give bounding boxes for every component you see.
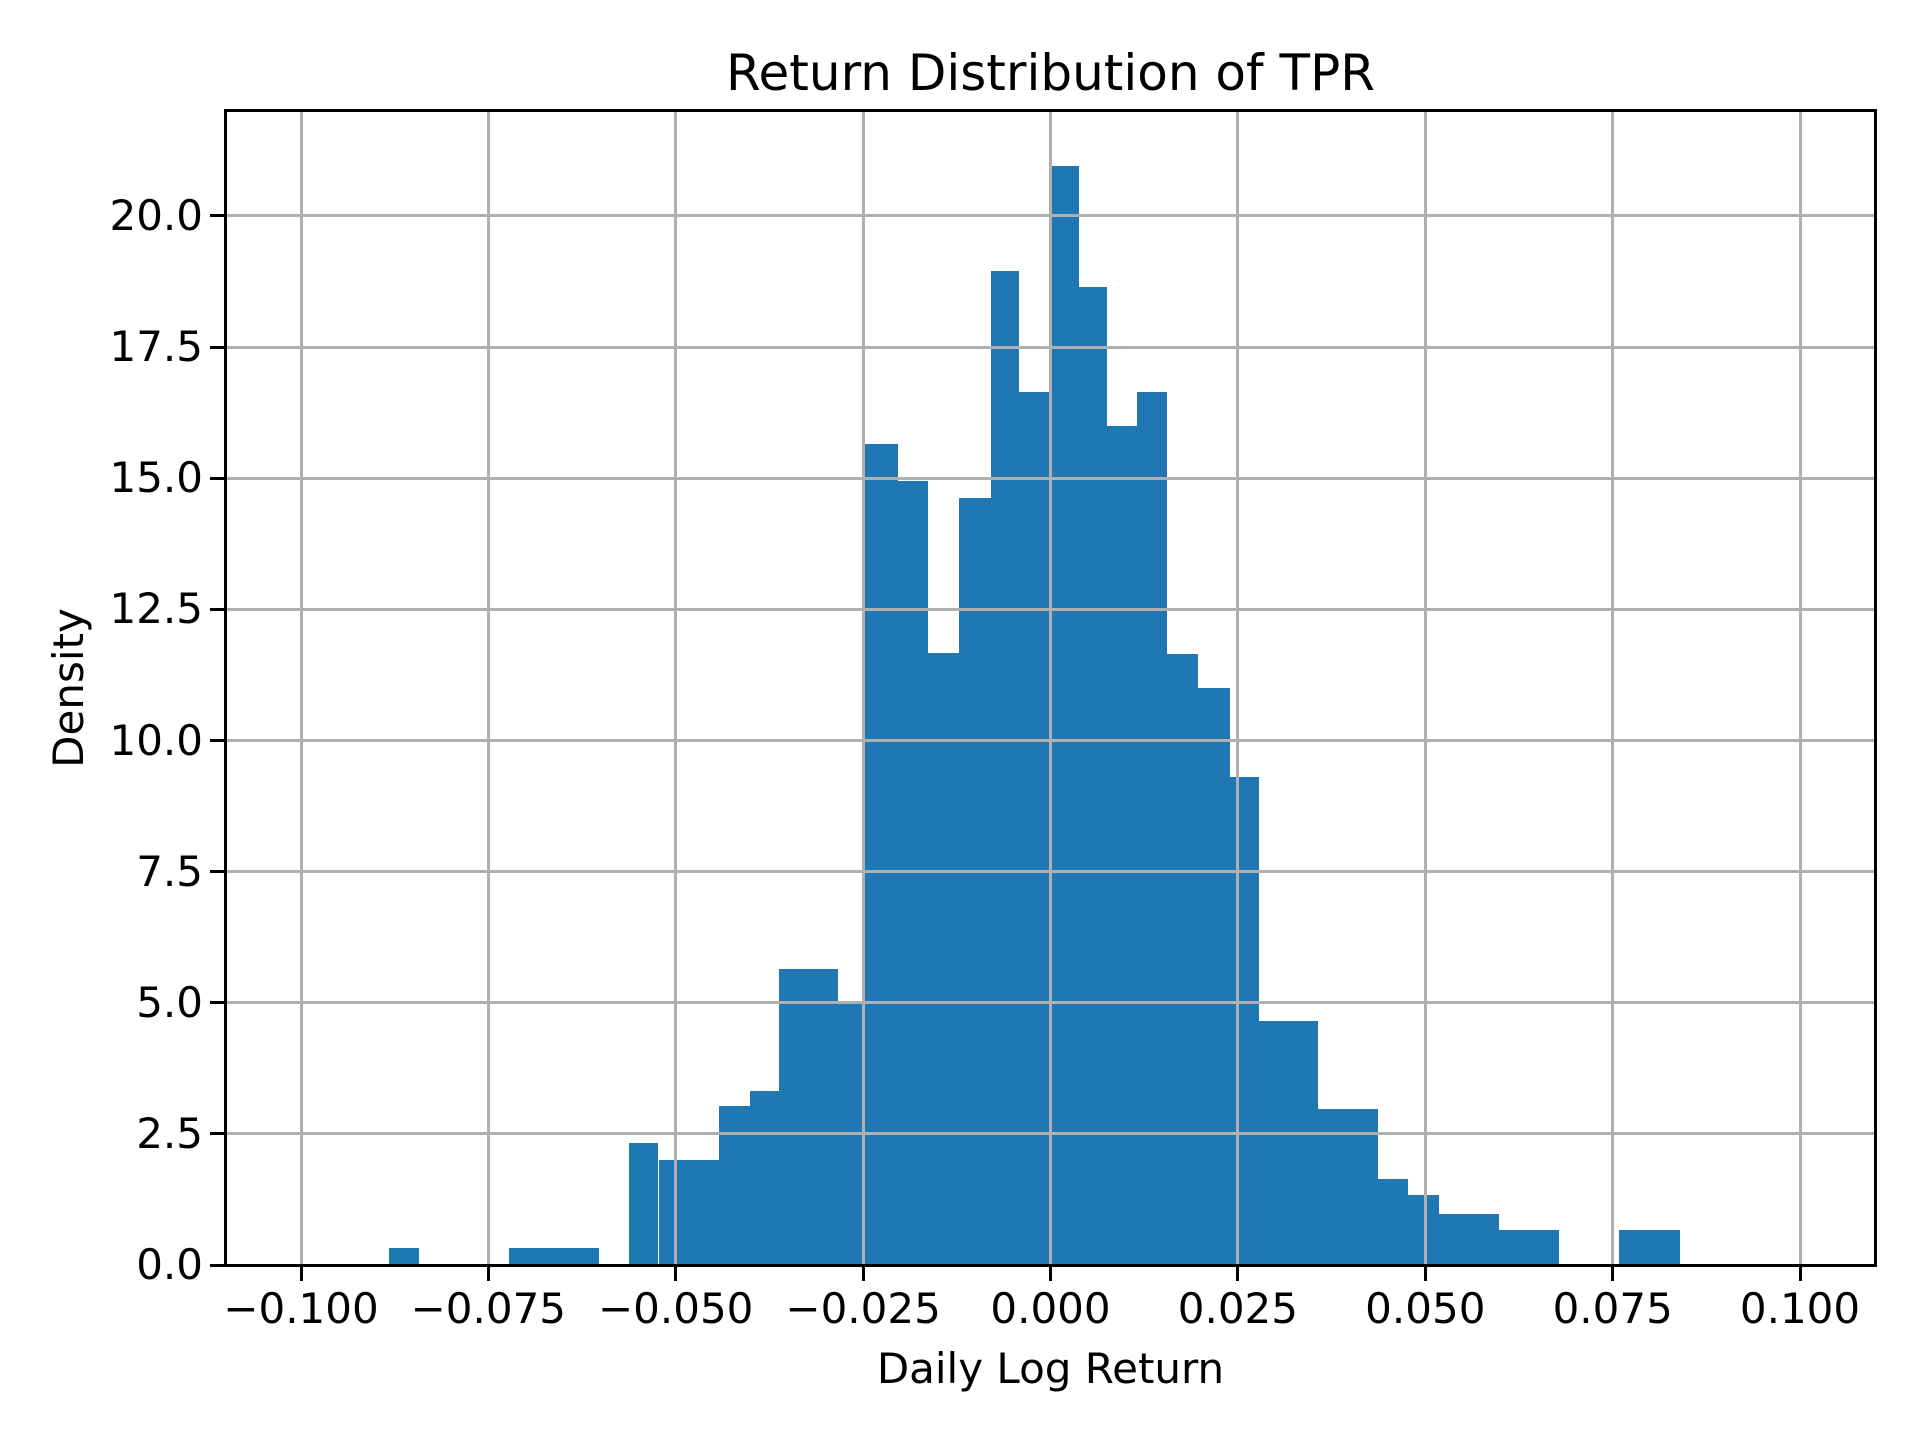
histogram-bar <box>1019 391 1052 1265</box>
x-axis-label: Daily Log Return <box>876 1344 1225 1393</box>
gridline-horizontal <box>226 214 1875 218</box>
histogram-bar <box>1258 1020 1319 1265</box>
histogram-bar <box>1137 391 1168 1265</box>
y-tick-label: 7.5 <box>136 846 203 896</box>
gridline-vertical <box>1798 111 1802 1265</box>
gridline-vertical <box>861 111 865 1265</box>
histogram-bar <box>658 1160 720 1265</box>
histogram-bar <box>779 968 839 1265</box>
histogram-bar <box>1498 1229 1559 1265</box>
y-tick-label: 20.0 <box>109 190 203 240</box>
histogram-bar <box>1167 653 1199 1265</box>
histogram-bar <box>1198 688 1230 1265</box>
y-tick-mark <box>210 214 224 218</box>
gridline-vertical <box>486 111 490 1265</box>
histogram-bar <box>509 1247 600 1265</box>
gridline-vertical <box>1049 111 1052 1265</box>
gridline-horizontal <box>226 1263 1875 1267</box>
y-tick-label: 2.5 <box>136 1108 203 1158</box>
y-tick-label: 5.0 <box>136 977 203 1027</box>
gridline-horizontal <box>226 1132 1875 1136</box>
histogram-bar <box>1618 1229 1681 1265</box>
x-tick-label: −0.050 <box>597 1284 754 1333</box>
gridline-horizontal <box>226 870 1875 874</box>
gridline-vertical <box>1423 111 1427 1265</box>
y-tick-mark <box>210 870 224 874</box>
histogram-bar <box>1229 777 1259 1265</box>
y-tick-mark <box>210 1001 224 1005</box>
histogram-bar <box>1052 166 1079 1265</box>
histogram-bar <box>1106 425 1138 1265</box>
histogram-bar <box>991 271 1019 1265</box>
x-tick-mark <box>1798 1267 1802 1281</box>
x-tick-mark <box>1423 1267 1427 1281</box>
x-tick-label: −0.075 <box>410 1284 567 1333</box>
x-tick-label: 0.025 <box>1177 1284 1299 1333</box>
gridline-horizontal <box>226 1001 1875 1005</box>
gridline-horizontal <box>226 607 1875 611</box>
y-tick-mark <box>210 607 224 611</box>
y-tick-mark <box>210 345 224 349</box>
x-tick-mark <box>1611 1267 1615 1281</box>
y-tick-label: 17.5 <box>109 322 203 371</box>
x-tick-mark <box>1236 1267 1240 1281</box>
x-tick-label: 0.050 <box>1365 1284 1486 1333</box>
x-tick-label: 0.075 <box>1552 1284 1673 1333</box>
histogram-bar <box>629 1142 659 1265</box>
gridline-vertical <box>1236 111 1240 1265</box>
histogram-bar <box>927 652 960 1265</box>
histogram-bar <box>1079 286 1107 1265</box>
gridline-horizontal <box>226 476 1875 480</box>
histogram-bar <box>863 444 898 1265</box>
histogram-bar <box>388 1247 420 1265</box>
y-axis-label: Density <box>43 608 93 768</box>
x-tick-mark <box>1049 1267 1052 1281</box>
y-tick-mark <box>210 476 224 480</box>
x-tick-mark <box>486 1267 490 1281</box>
x-tick-label: −0.025 <box>785 1284 941 1333</box>
histogram-bar <box>1408 1194 1439 1265</box>
y-tick-label: 12.5 <box>109 584 203 634</box>
gridline-vertical <box>674 111 678 1265</box>
histogram-bar <box>1378 1179 1409 1265</box>
histogram-bar <box>959 497 992 1265</box>
histogram-bar <box>749 1090 780 1265</box>
x-tick-mark <box>674 1267 678 1281</box>
x-tick-mark <box>861 1267 865 1281</box>
plot-area <box>224 109 1877 1267</box>
x-tick-label: 0.100 <box>1739 1284 1861 1333</box>
histogram-bar <box>1438 1213 1499 1265</box>
y-tick-mark <box>210 739 224 742</box>
y-tick-mark <box>210 1263 224 1267</box>
y-tick-mark <box>210 1132 224 1136</box>
gridline-horizontal <box>226 345 1875 349</box>
histogram-bar <box>719 1106 750 1265</box>
y-tick-label: 10.0 <box>109 715 203 765</box>
gridline-vertical <box>299 111 303 1265</box>
gridline-vertical <box>1611 111 1615 1265</box>
x-tick-mark <box>299 1267 303 1281</box>
y-tick-label: 0.0 <box>136 1240 203 1289</box>
gridline-horizontal <box>226 739 1875 742</box>
x-tick-label: −0.100 <box>223 1284 379 1333</box>
chart-title: Return Distribution of TPR <box>726 44 1375 102</box>
x-tick-label: 0.000 <box>990 1284 1111 1333</box>
y-tick-label: 15.0 <box>109 453 203 503</box>
